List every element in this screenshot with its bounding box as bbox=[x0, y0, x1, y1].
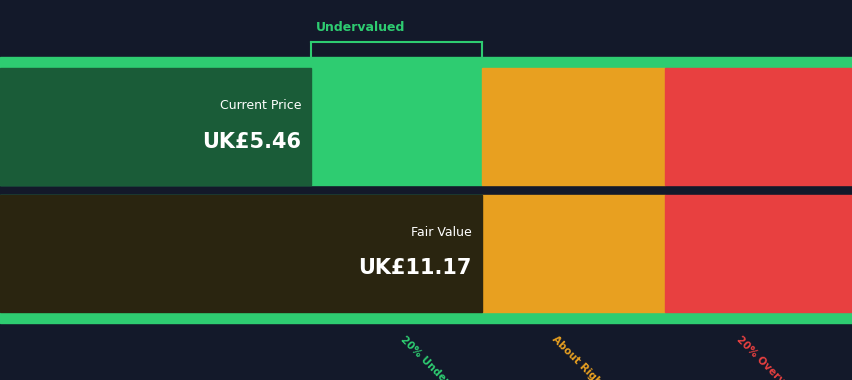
Bar bbox=[0, 312, 852, 323]
Text: Undervalued: Undervalued bbox=[315, 21, 405, 34]
Bar bbox=[0, 57, 852, 68]
Text: Fair Value: Fair Value bbox=[411, 226, 471, 239]
Text: 20% Undervalued: 20% Undervalued bbox=[398, 334, 478, 380]
Bar bbox=[0, 68, 311, 185]
Text: UK£11.17: UK£11.17 bbox=[358, 258, 471, 279]
Bar bbox=[665, 68, 852, 185]
Text: 51.2%: 51.2% bbox=[315, 0, 383, 4]
Bar bbox=[0, 195, 481, 312]
Bar bbox=[481, 195, 665, 312]
Text: Current Price: Current Price bbox=[219, 100, 301, 112]
Bar bbox=[481, 68, 665, 185]
Text: UK£5.46: UK£5.46 bbox=[202, 132, 301, 152]
Bar bbox=[0, 68, 481, 185]
Text: 20% Overvalued: 20% Overvalued bbox=[734, 334, 809, 380]
Text: About Right: About Right bbox=[549, 334, 606, 380]
Bar bbox=[0, 195, 481, 312]
Bar bbox=[665, 195, 852, 312]
